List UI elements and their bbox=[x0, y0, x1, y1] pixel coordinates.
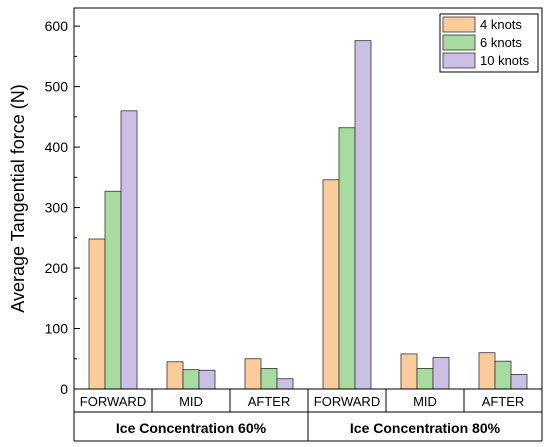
legend-swatch bbox=[442, 34, 476, 51]
y-tick-label: 0 bbox=[60, 381, 68, 397]
bar-6-knots-1 bbox=[182, 369, 200, 390]
category-label: AFTER bbox=[248, 394, 291, 409]
category-label: AFTER bbox=[482, 394, 525, 409]
group-label: Ice Concentration 60% bbox=[116, 420, 267, 436]
bar-6-knots-3 bbox=[338, 127, 356, 390]
bar-4-knots-3 bbox=[322, 179, 340, 390]
legend-label: 10 knots bbox=[480, 53, 530, 68]
category-label: FORWARD bbox=[314, 394, 380, 409]
y-tick-label: 600 bbox=[45, 18, 69, 34]
legend-label: 6 knots bbox=[480, 35, 522, 50]
legend-label: 4 knots bbox=[480, 17, 522, 32]
bar-6-knots-2 bbox=[260, 368, 278, 390]
y-tick-label: 500 bbox=[45, 79, 69, 95]
y-tick-label: 100 bbox=[45, 321, 69, 337]
y-tick-label: 400 bbox=[45, 139, 69, 155]
bar-6-knots-0 bbox=[104, 190, 122, 390]
legend-swatch bbox=[442, 16, 476, 33]
legend: 4 knots 6 knots 10 knots bbox=[439, 13, 539, 73]
bar-10-knots-5 bbox=[510, 374, 528, 390]
bar-4-knots-4 bbox=[400, 353, 418, 390]
legend-swatch bbox=[442, 52, 476, 69]
category-label: MID bbox=[413, 394, 437, 409]
bar-10-knots-2 bbox=[276, 378, 294, 390]
bar-10-knots-1 bbox=[198, 369, 216, 390]
bar-10-knots-0 bbox=[120, 110, 138, 390]
bar-4-knots-2 bbox=[244, 358, 262, 390]
group-label: Ice Concentration 80% bbox=[350, 420, 501, 436]
y-tick-label: 200 bbox=[45, 260, 69, 276]
bar-4-knots-5 bbox=[478, 352, 496, 390]
category-label: MID bbox=[179, 394, 203, 409]
bars-layer bbox=[88, 40, 528, 390]
bar-4-knots-1 bbox=[166, 361, 184, 390]
category-layer: FORWARD MID AFTER Ice Concentration 60% FORW… bbox=[73, 389, 543, 442]
bar-4-knots-0 bbox=[88, 238, 106, 390]
y-axis-title: Average Tangential force (N) bbox=[8, 84, 28, 312]
bar-10-knots-4 bbox=[432, 357, 450, 390]
category-label: FORWARD bbox=[80, 394, 146, 409]
bar-6-knots-5 bbox=[494, 360, 512, 390]
bar-6-knots-4 bbox=[416, 368, 434, 390]
bar-10-knots-3 bbox=[354, 40, 372, 390]
y-ticks-layer: 0 100 200 300 400 500 600 bbox=[45, 18, 80, 397]
y-tick-label: 300 bbox=[45, 200, 69, 216]
